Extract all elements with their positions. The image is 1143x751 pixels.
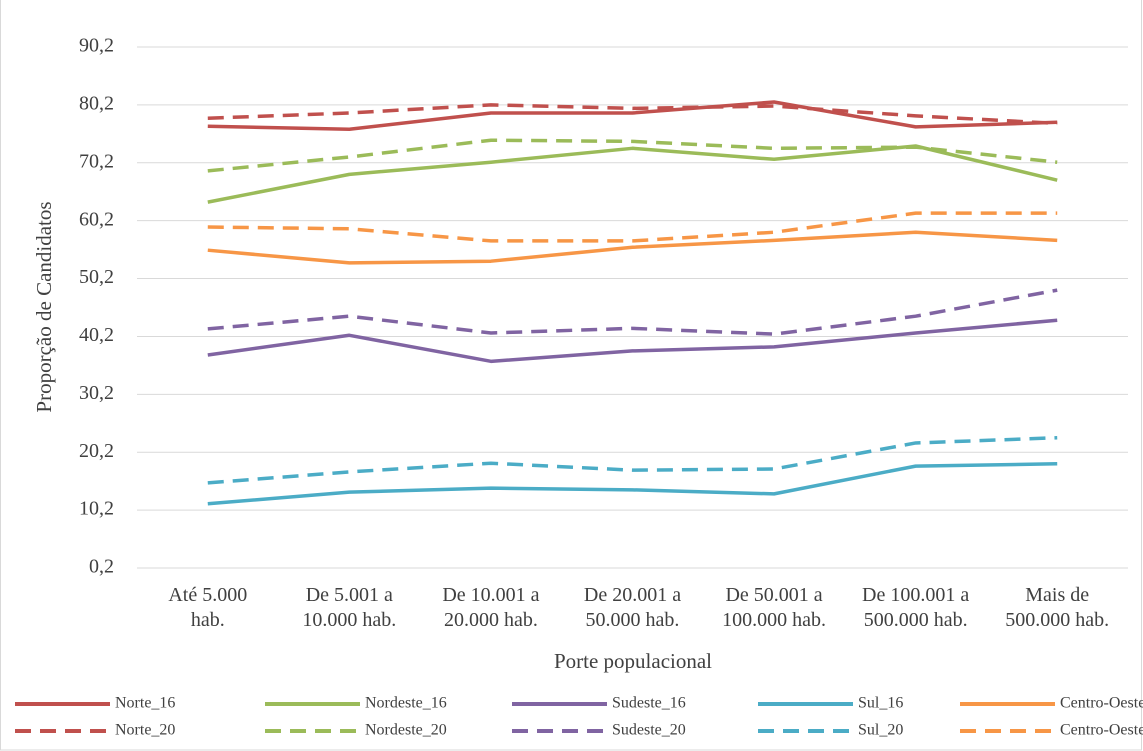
- series-line: [207, 138, 1058, 173]
- legend-label: Nordeste_20: [365, 722, 447, 739]
- series-line: [207, 103, 1058, 126]
- x-tick-label: Até 5.000 hab.: [168, 584, 248, 631]
- x-tick-label: De 100.001 a 500.000 hab.: [862, 584, 970, 631]
- series-line: [207, 462, 1058, 506]
- x-axis-title: Porte populacional: [554, 649, 712, 673]
- y-tick-label: 70,2: [79, 150, 114, 172]
- legend-label: Norte_20: [115, 722, 175, 739]
- y-tick-label: 80,2: [79, 92, 114, 114]
- legend-label: Centro-Oeste_16: [1060, 695, 1143, 712]
- legend-label: Sul_16: [858, 695, 903, 712]
- x-tick-label: De 10.001 a 20.000 hab.: [442, 584, 540, 631]
- series-line: [207, 436, 1058, 485]
- legend-label: Sudeste_16: [612, 695, 686, 712]
- series-line: [207, 318, 1058, 364]
- y-tick-label: 40,2: [79, 324, 114, 346]
- series-line: [207, 100, 1058, 131]
- series-line: [207, 211, 1058, 243]
- y-tick-label: 30,2: [79, 382, 114, 404]
- y-axis-title: Proporção de Candidatos: [32, 201, 56, 412]
- x-tick-label: De 5.001 a 10.000 hab.: [302, 584, 397, 631]
- x-tick-label: De 50.001 a 100.000 hab.: [722, 584, 826, 631]
- legend-label: Norte_16: [115, 695, 175, 712]
- x-tick-label: De 20.001 a 50.000 hab.: [583, 584, 682, 631]
- x-tick-label: Mais de 500.000 hab.: [1005, 584, 1110, 631]
- y-tick-label: 10,2: [79, 498, 114, 520]
- legend-label: Centro-Oeste_20: [1060, 722, 1143, 739]
- y-tick-label: 60,2: [79, 208, 114, 230]
- legend-label: Nordeste_16: [365, 695, 447, 712]
- series-line: [207, 144, 1058, 204]
- series-line: [207, 230, 1058, 265]
- y-tick-label: 90,2: [79, 35, 114, 57]
- legend-label: Sudeste_20: [612, 722, 686, 739]
- series-line: [207, 288, 1058, 336]
- y-tick-label: 20,2: [79, 440, 114, 462]
- y-tick-label: 50,2: [79, 266, 114, 288]
- legend-label: Sul_20: [858, 722, 903, 739]
- y-tick-label: 0,2: [89, 556, 114, 578]
